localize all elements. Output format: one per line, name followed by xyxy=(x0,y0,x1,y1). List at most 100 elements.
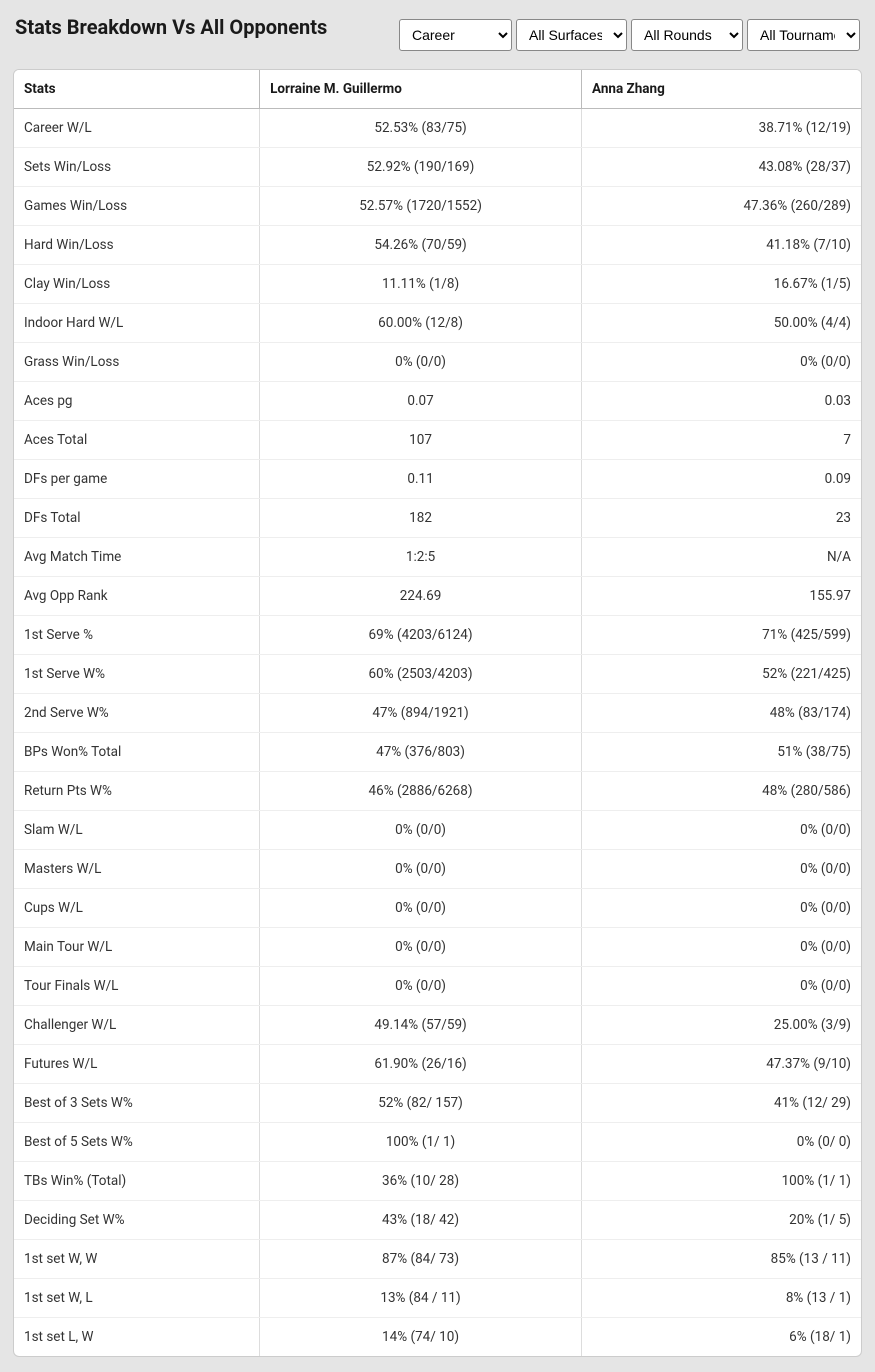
player2-value: 100% (1/ 1) xyxy=(581,1162,861,1201)
player2-value: 16.67% (1/5) xyxy=(581,265,861,304)
player1-value: 100% (1/ 1) xyxy=(260,1123,582,1162)
table-row: Best of 5 Sets W%100% (1/ 1)0% (0/ 0) xyxy=(14,1123,861,1162)
player1-value: 0.11 xyxy=(260,460,582,499)
col-stats: Stats xyxy=(14,70,260,109)
player2-value: 0% (0/0) xyxy=(581,967,861,1006)
filter-period[interactable]: Career xyxy=(399,19,512,51)
stat-label: DFs Total xyxy=(14,499,260,538)
player2-value: 85% (13 / 11) xyxy=(581,1240,861,1279)
filter-tournaments[interactable]: All Tournaments xyxy=(747,19,860,51)
player2-value: 8% (13 / 1) xyxy=(581,1279,861,1318)
player2-value: 0% (0/0) xyxy=(581,343,861,382)
table-row: 2nd Serve W%47% (894/1921)48% (83/174) xyxy=(14,694,861,733)
table-row: Return Pts W%46% (2886/6268)48% (280/586… xyxy=(14,772,861,811)
player1-value: 61.90% (26/16) xyxy=(260,1045,582,1084)
table-row: Tour Finals W/L0% (0/0)0% (0/0) xyxy=(14,967,861,1006)
stat-label: Grass Win/Loss xyxy=(14,343,260,382)
col-player2: Anna Zhang xyxy=(581,70,861,109)
stat-label: 1st Serve W% xyxy=(14,655,260,694)
stat-label: Deciding Set W% xyxy=(14,1201,260,1240)
player2-value: 25.00% (3/9) xyxy=(581,1006,861,1045)
table-row: Futures W/L61.90% (26/16)47.37% (9/10) xyxy=(14,1045,861,1084)
player2-value: 7 xyxy=(581,421,861,460)
table-row: Challenger W/L49.14% (57/59)25.00% (3/9) xyxy=(14,1006,861,1045)
stat-label: Sets Win/Loss xyxy=(14,148,260,187)
player1-value: 0% (0/0) xyxy=(260,889,582,928)
stat-label: Return Pts W% xyxy=(14,772,260,811)
table-row: 1st set W, L13% (84 / 11)8% (13 / 1) xyxy=(14,1279,861,1318)
player1-value: 14% (74/ 10) xyxy=(260,1318,582,1357)
player1-value: 52.53% (83/75) xyxy=(260,109,582,148)
stats-table-wrap: Stats Lorraine M. Guillermo Anna Zhang C… xyxy=(13,69,862,1357)
player2-value: 0% (0/0) xyxy=(581,850,861,889)
player2-value: 38.71% (12/19) xyxy=(581,109,861,148)
stat-label: 1st set W, W xyxy=(14,1240,260,1279)
player1-value: 182 xyxy=(260,499,582,538)
stat-label: 2nd Serve W% xyxy=(14,694,260,733)
table-row: DFs per game0.110.09 xyxy=(14,460,861,499)
stat-label: 1st Serve % xyxy=(14,616,260,655)
player1-value: 49.14% (57/59) xyxy=(260,1006,582,1045)
stat-label: Aces pg xyxy=(14,382,260,421)
table-row: Career W/L52.53% (83/75)38.71% (12/19) xyxy=(14,109,861,148)
table-row: Sets Win/Loss52.92% (190/169)43.08% (28/… xyxy=(14,148,861,187)
player1-value: 107 xyxy=(260,421,582,460)
table-row: Clay Win/Loss11.11% (1/8)16.67% (1/5) xyxy=(14,265,861,304)
table-row: Deciding Set W%43% (18/ 42)20% (1/ 5) xyxy=(14,1201,861,1240)
stat-label: DFs per game xyxy=(14,460,260,499)
player1-value: 0.07 xyxy=(260,382,582,421)
table-row: 1st set L, W14% (74/ 10)6% (18/ 1) xyxy=(14,1318,861,1357)
player2-value: 6% (18/ 1) xyxy=(581,1318,861,1357)
player1-value: 0% (0/0) xyxy=(260,343,582,382)
table-header-row: Stats Lorraine M. Guillermo Anna Zhang xyxy=(14,70,861,109)
player2-value: 20% (1/ 5) xyxy=(581,1201,861,1240)
filter-bar: Career All Surfaces All Rounds All Tourn… xyxy=(399,19,860,51)
table-row: Cups W/L0% (0/0)0% (0/0) xyxy=(14,889,861,928)
player2-value: 41.18% (7/10) xyxy=(581,226,861,265)
player1-value: 87% (84/ 73) xyxy=(260,1240,582,1279)
player1-value: 52.57% (1720/1552) xyxy=(260,187,582,226)
table-row: BPs Won% Total47% (376/803)51% (38/75) xyxy=(14,733,861,772)
filter-rounds[interactable]: All Rounds xyxy=(631,19,743,51)
player1-value: 0% (0/0) xyxy=(260,850,582,889)
stat-label: 1st set L, W xyxy=(14,1318,260,1357)
table-row: Aces pg0.070.03 xyxy=(14,382,861,421)
player2-value: 0% (0/0) xyxy=(581,811,861,850)
player2-value: 47.36% (260/289) xyxy=(581,187,861,226)
stat-label: Masters W/L xyxy=(14,850,260,889)
player2-value: 0% (0/ 0) xyxy=(581,1123,861,1162)
stat-label: Indoor Hard W/L xyxy=(14,304,260,343)
player1-value: 36% (10/ 28) xyxy=(260,1162,582,1201)
stat-label: Clay Win/Loss xyxy=(14,265,260,304)
player2-value: 71% (425/599) xyxy=(581,616,861,655)
filter-surface[interactable]: All Surfaces xyxy=(516,19,627,51)
table-row: Hard Win/Loss54.26% (70/59)41.18% (7/10) xyxy=(14,226,861,265)
stat-label: 1st set W, L xyxy=(14,1279,260,1318)
stat-label: Aces Total xyxy=(14,421,260,460)
table-row: DFs Total18223 xyxy=(14,499,861,538)
player2-value: 48% (280/586) xyxy=(581,772,861,811)
table-row: Best of 3 Sets W%52% (82/ 157)41% (12/ 2… xyxy=(14,1084,861,1123)
table-row: 1st Serve %69% (4203/6124)71% (425/599) xyxy=(14,616,861,655)
table-row: Main Tour W/L0% (0/0)0% (0/0) xyxy=(14,928,861,967)
player2-value: 43.08% (28/37) xyxy=(581,148,861,187)
stat-label: Futures W/L xyxy=(14,1045,260,1084)
player2-value: 50.00% (4/4) xyxy=(581,304,861,343)
col-player1: Lorraine M. Guillermo xyxy=(260,70,582,109)
table-row: Aces Total1077 xyxy=(14,421,861,460)
table-row: Slam W/L0% (0/0)0% (0/0) xyxy=(14,811,861,850)
player1-value: 52.92% (190/169) xyxy=(260,148,582,187)
player2-value: 0.09 xyxy=(581,460,861,499)
player1-value: 60.00% (12/8) xyxy=(260,304,582,343)
player1-value: 43% (18/ 42) xyxy=(260,1201,582,1240)
stat-label: Avg Match Time xyxy=(14,538,260,577)
stat-label: Avg Opp Rank xyxy=(14,577,260,616)
player1-value: 1:2:5 xyxy=(260,538,582,577)
player1-value: 54.26% (70/59) xyxy=(260,226,582,265)
player1-value: 52% (82/ 157) xyxy=(260,1084,582,1123)
stat-label: Challenger W/L xyxy=(14,1006,260,1045)
player1-value: 0% (0/0) xyxy=(260,928,582,967)
stat-label: Career W/L xyxy=(14,109,260,148)
player2-value: 0.03 xyxy=(581,382,861,421)
stat-label: Best of 3 Sets W% xyxy=(14,1084,260,1123)
